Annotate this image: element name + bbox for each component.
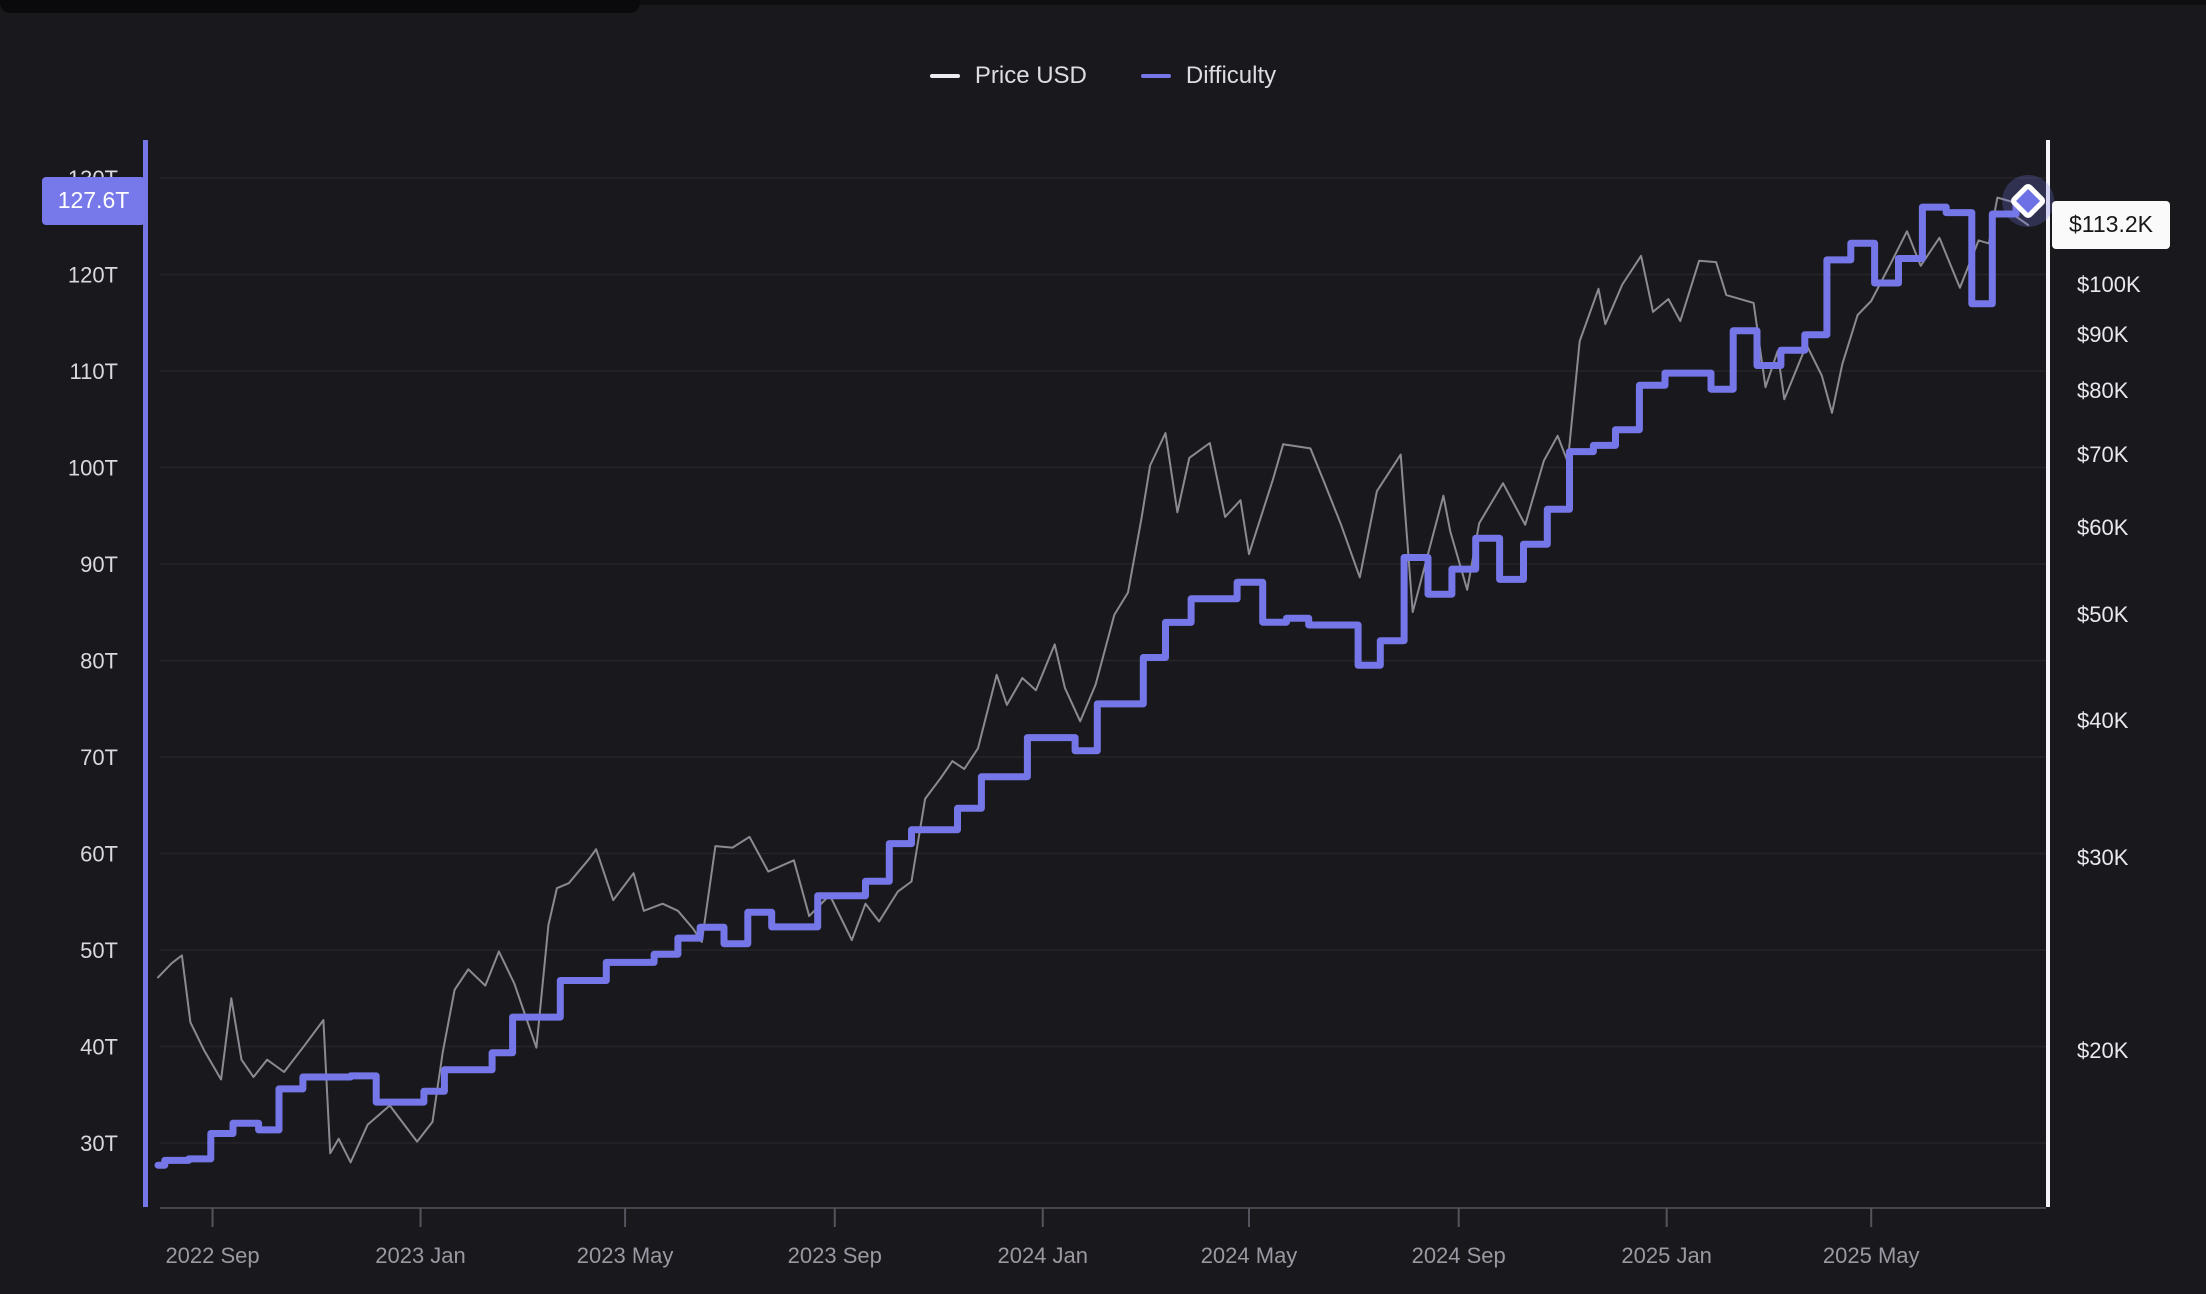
difficulty-axis-tick-label: 120T <box>68 263 118 288</box>
x-axis-tick-label: 2024 Sep <box>1412 1243 1506 1268</box>
x-axis-tick-label: 2022 Sep <box>165 1243 259 1268</box>
latest-point-diamond-icon <box>2011 183 2046 218</box>
difficulty-axis-tick-label: 80T <box>80 649 118 674</box>
price-axis-tick-label: $70K <box>2077 442 2129 467</box>
difficulty-series-swatch-icon <box>1140 74 1171 78</box>
x-axis-tick-label: 2023 May <box>577 1243 674 1268</box>
difficulty-axis-tick-label: 40T <box>80 1035 118 1060</box>
legend-item-label: Price USD <box>974 62 1087 89</box>
price-axis-tick-label: $60K <box>2077 515 2129 540</box>
chart-legend: Price USD Difficulty <box>0 62 2206 90</box>
x-axis-tick-label: 2023 Jan <box>375 1243 466 1268</box>
price-axis-tick-label: $100K <box>2077 272 2141 297</box>
price-axis-tick-label: $80K <box>2077 378 2129 403</box>
price-series-swatch-icon <box>929 74 960 78</box>
difficulty-axis-tick-label: 90T <box>80 552 118 577</box>
x-axis-tick-label: 2024 Jan <box>997 1243 1088 1268</box>
difficulty-axis-tick-label: 50T <box>80 938 118 963</box>
legend-item-price-usd[interactable]: Price USD <box>929 62 1087 90</box>
price-series-line <box>157 196 2030 1164</box>
difficulty-axis-tick-label: 30T <box>80 1131 118 1156</box>
legend-item-difficulty[interactable]: Difficulty <box>1140 62 1277 90</box>
difficulty-axis-tick-label: 60T <box>80 842 118 867</box>
difficulty-axis-tick-label: 110T <box>69 359 118 384</box>
x-axis-tick-label: 2024 May <box>1201 1243 1298 1268</box>
x-axis-tick-label: 2023 Sep <box>788 1243 882 1268</box>
price-axis-tick-label: $20K <box>2077 1038 2129 1063</box>
top-cropped-panel-edge <box>0 0 640 13</box>
top-edge-bar <box>0 0 2206 5</box>
price-axis-tick-label: $30K <box>2077 845 2129 870</box>
difficulty-axis-tick-label: 100T <box>68 456 118 481</box>
legend-item-label: Difficulty <box>1185 62 1277 89</box>
price-axis-tick-label: $40K <box>2077 708 2129 733</box>
x-axis-tick-label: 2025 May <box>1823 1243 1920 1268</box>
difficulty-current-value-badge: 127.6T <box>42 176 145 225</box>
x-axis-tick-label: 2025 Jan <box>1621 1243 1712 1268</box>
difficulty-series-step-line <box>154 197 2032 1169</box>
price-axis-tick-label: $50K <box>2077 602 2129 627</box>
price-axis-tick-label: $90K <box>2077 322 2129 347</box>
price-current-value-badge: $113.2K <box>2052 200 2170 249</box>
difficulty-axis-tick-label: 70T <box>80 745 118 770</box>
